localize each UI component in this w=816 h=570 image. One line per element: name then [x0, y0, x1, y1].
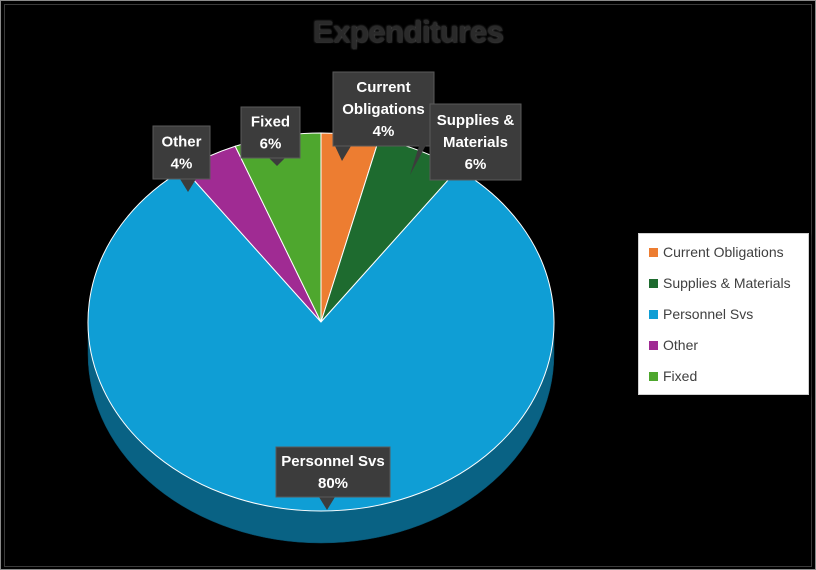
- callout-box: [275, 446, 391, 498]
- legend-swatch: [649, 372, 658, 381]
- legend-label: Other: [663, 337, 699, 353]
- data-label-value: 6%: [260, 136, 282, 153]
- callout-pointer: [269, 158, 285, 166]
- legend-item-personnel-svs: Personnel Svs: [649, 304, 753, 324]
- callout-box: [332, 71, 435, 147]
- data-label-name: Other: [161, 134, 201, 151]
- data-label-name: Supplies &: [437, 112, 515, 129]
- legend-swatch: [649, 248, 658, 257]
- legend-label: Current Obligations: [663, 244, 784, 260]
- data-label-name: Fixed: [251, 114, 290, 131]
- legend-label: Fixed: [663, 368, 698, 384]
- data-label-value: 4%: [171, 156, 193, 173]
- legend-item-current-obligations: Current Obligations: [649, 242, 784, 262]
- callout-pointer: [180, 179, 196, 192]
- data-label-supplies-and-materials: Supplies & Materials 6%: [410, 103, 522, 181]
- legend-item-supplies-and-materials: Supplies & Materials: [649, 273, 791, 293]
- data-label-current-obligations: Current Obligations 4%: [332, 71, 435, 161]
- callout-box: [240, 106, 301, 159]
- legend-item-other: Other: [649, 335, 698, 355]
- data-label-personnel-svs: Personnel Svs 80%: [275, 446, 391, 510]
- legend-label: Supplies & Materials: [663, 275, 791, 291]
- data-label-value: 80%: [318, 475, 348, 492]
- data-label-value: 4%: [373, 123, 395, 140]
- data-label-name: Personnel Svs: [281, 453, 384, 470]
- callout-pointer: [319, 497, 335, 510]
- legend-swatch: [649, 341, 658, 350]
- data-label-fixed: Fixed 6%: [240, 106, 301, 166]
- callout-box: [152, 125, 211, 180]
- data-label-name: Obligations: [342, 101, 425, 118]
- callout-box: [429, 103, 522, 181]
- chart-legend: Current Obligations Supplies & Materials P…: [638, 233, 809, 395]
- data-label-value: 6%: [465, 156, 487, 173]
- data-label-name: Materials: [443, 134, 508, 151]
- legend-swatch: [649, 279, 658, 288]
- chart-title: Expenditures: [312, 14, 504, 49]
- legend-item-fixed: Fixed: [649, 366, 697, 386]
- data-label-other: Other 4%: [152, 125, 211, 192]
- legend-label: Personnel Svs: [663, 306, 754, 322]
- legend-swatch: [649, 310, 658, 319]
- pie-slice-personnel-svs: [87, 168, 555, 512]
- callout-pointer: [335, 146, 351, 161]
- data-label-name: Current: [356, 79, 410, 96]
